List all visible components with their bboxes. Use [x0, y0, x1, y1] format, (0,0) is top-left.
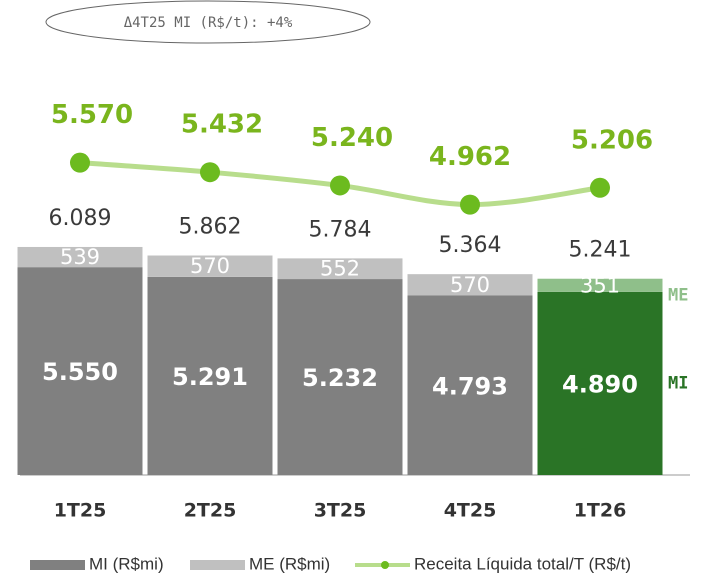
line-marker [460, 194, 480, 215]
bar-value-label: 5.232 [302, 364, 378, 392]
bar-segment [277, 279, 403, 475]
bar-value-label: 539 [60, 245, 100, 269]
legend-swatch [30, 560, 85, 570]
x-tick-label: 1T26 [574, 500, 627, 522]
series-side-label: MI [668, 373, 688, 393]
bar-segment [407, 274, 533, 296]
bar-value-label: 4.890 [562, 370, 638, 398]
annotation-ellipse [45, 0, 371, 44]
bar-segment [537, 291, 663, 475]
x-tick-label: 1T25 [54, 500, 107, 522]
line-marker [590, 177, 610, 198]
legend-label: ME (R$mi) [249, 554, 330, 573]
x-tick-label: 2T25 [184, 500, 237, 522]
bar-segment [537, 278, 663, 292]
bar-segment [407, 295, 533, 475]
bar-segment [147, 276, 273, 475]
annotation: Δ4T25 MI (R$/t): +4% [124, 15, 293, 31]
bar-value-label: 351 [580, 273, 620, 297]
line-marker [200, 162, 220, 183]
bar-segment [277, 258, 403, 280]
legend-swatch [190, 560, 245, 570]
line-marker [330, 175, 350, 196]
total-label: 5.364 [439, 233, 502, 258]
bar-segment [147, 255, 273, 277]
series-side-label: ME [668, 285, 688, 305]
bar-value-label: 5.291 [172, 363, 248, 391]
legend-label: MI (R$mi) [89, 554, 164, 573]
bar-value-label: 4.793 [432, 372, 508, 400]
x-tick-label: 4T25 [444, 500, 497, 522]
total-label: 5.241 [569, 238, 632, 263]
total-label: 6.089 [49, 206, 112, 231]
total-label: 5.784 [309, 217, 372, 242]
line-value-label: 5.432 [181, 110, 263, 140]
line-value-label: 5.240 [311, 123, 393, 153]
bar-segment [17, 267, 143, 475]
bar-value-label: 552 [320, 257, 360, 281]
line-value-label: 5.570 [51, 100, 133, 130]
line-value-label: 4.962 [429, 142, 511, 172]
bar-value-label: 5.550 [42, 358, 118, 386]
bar-segment [17, 246, 143, 268]
total-label: 5.862 [179, 214, 242, 239]
legend-marker [381, 561, 389, 569]
bar-value-label: 570 [450, 273, 490, 297]
bar-value-label: 570 [190, 254, 230, 278]
line-marker [70, 152, 90, 173]
line-value-label: 5.206 [571, 125, 653, 155]
x-tick-label: 3T25 [314, 500, 367, 522]
legend-label: Receita Líquida total/T (R$/t) [414, 554, 631, 573]
